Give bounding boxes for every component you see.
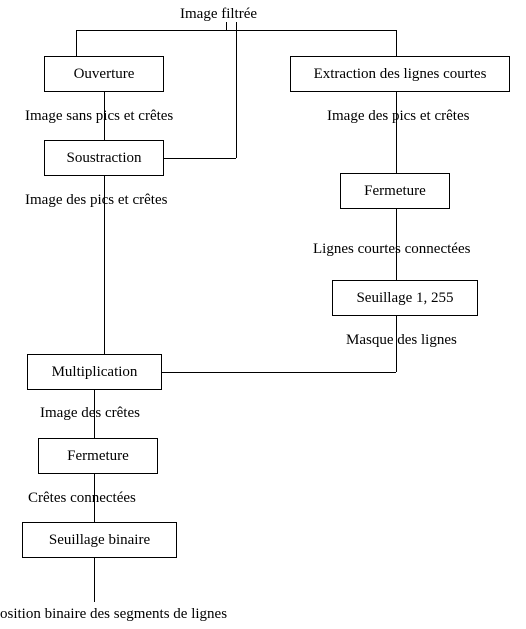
label-l4: Lignes courtes connectées xyxy=(313,241,470,258)
node-ouverture: Ouverture xyxy=(44,56,164,92)
node-label: Fermeture xyxy=(67,448,129,465)
edge xyxy=(104,92,105,140)
node-label: Soustraction xyxy=(67,150,142,167)
edge xyxy=(164,158,236,159)
edge xyxy=(94,390,95,438)
edge xyxy=(396,316,397,372)
edge xyxy=(236,22,237,158)
edge xyxy=(94,558,95,602)
node-fermeture-l: Fermeture xyxy=(38,438,158,474)
edge xyxy=(76,30,77,56)
node-label: Seuillage binaire xyxy=(49,532,150,549)
edge xyxy=(226,22,227,30)
label-l3: Image des pics et crêtes xyxy=(25,192,167,209)
node-label: Seuillage 1, 255 xyxy=(356,290,453,307)
edge xyxy=(94,474,95,522)
node-label: Ouverture xyxy=(74,66,135,83)
edge xyxy=(162,372,396,373)
edge xyxy=(104,176,105,354)
node-seuillage-1: Seuillage 1, 255 xyxy=(332,280,478,316)
node-multiplication: Multiplication xyxy=(27,354,162,390)
node-label: Extraction des lignes courtes xyxy=(314,66,487,83)
label-l2: Image des pics et crêtes xyxy=(327,108,469,125)
label-bottom: osition binaire des segments de lignes xyxy=(0,606,227,623)
node-label: Multiplication xyxy=(52,364,138,381)
node-soustraction: Soustraction xyxy=(44,140,164,176)
label-l6: Image des crêtes xyxy=(40,405,140,422)
edge xyxy=(396,92,397,173)
edge xyxy=(396,209,397,280)
node-label: Fermeture xyxy=(364,183,426,200)
node-fermeture-r: Fermeture xyxy=(340,173,450,209)
label-top: Image filtrée xyxy=(180,6,257,23)
label-l5: Masque des lignes xyxy=(346,332,457,349)
node-seuillage-bin: Seuillage binaire xyxy=(22,522,177,558)
label-l7: Crêtes connectées xyxy=(28,490,136,507)
node-extraction: Extraction des lignes courtes xyxy=(290,56,510,92)
edge xyxy=(396,30,397,56)
label-l1: Image sans pics et crêtes xyxy=(25,108,173,125)
